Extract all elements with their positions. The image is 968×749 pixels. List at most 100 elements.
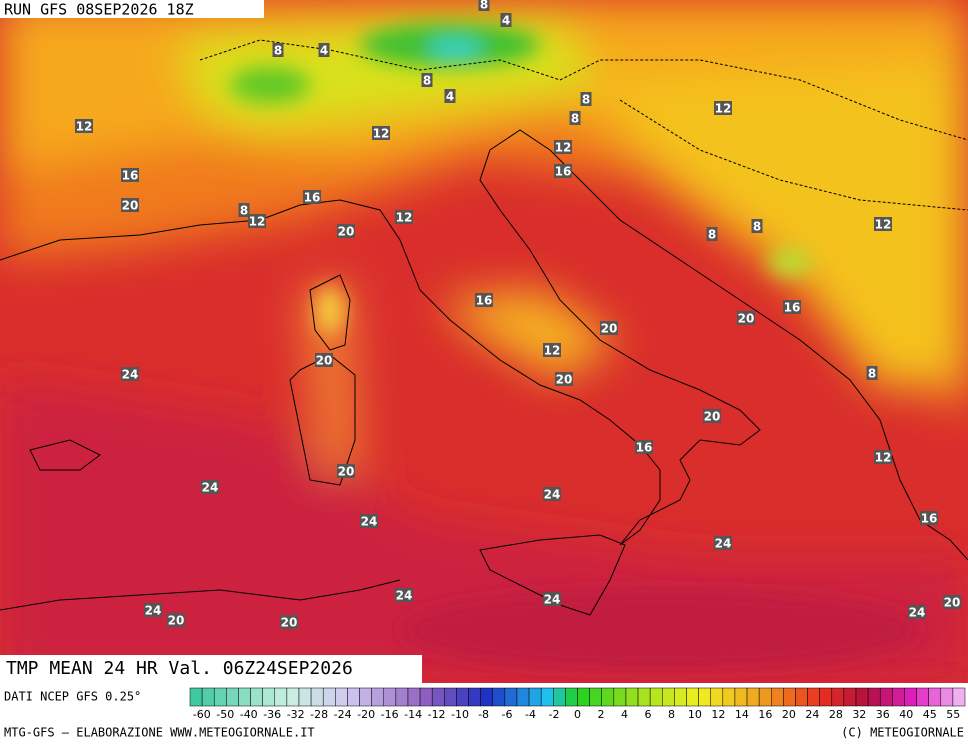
label-box: [908, 605, 926, 619]
colorbar-label: -40: [240, 708, 258, 721]
colorbar-label: 16: [758, 708, 772, 721]
colorbar-swatch: [952, 687, 966, 707]
contour-label: 8: [240, 204, 248, 218]
label-box: [121, 367, 139, 381]
colorbar-label: 4: [621, 708, 628, 721]
contour-label: 20: [556, 373, 573, 387]
contour-label: 8: [274, 44, 282, 58]
colorbar-label: 45: [923, 708, 937, 721]
contour-label: 8: [480, 0, 488, 12]
label-box: [315, 353, 333, 367]
colorbar-label: -14: [404, 708, 422, 721]
colorbar-swatch: [577, 687, 590, 707]
contour-label: 24: [145, 604, 162, 618]
contour-label: 12: [544, 344, 561, 358]
colorbar-swatch: [504, 687, 518, 707]
contour-label: 16: [476, 294, 493, 308]
colorbar-swatch: [226, 687, 239, 707]
label-box: [580, 92, 592, 106]
temperature-field: [0, 0, 968, 683]
label-box: [543, 592, 561, 606]
colorbar-label: 55: [946, 708, 960, 721]
label-box: [337, 464, 355, 478]
contour-label: 24: [909, 606, 926, 620]
colorbar-swatch: [468, 687, 481, 707]
label-box: [554, 140, 572, 154]
label-box: [272, 43, 284, 57]
contour-label: 8: [582, 93, 590, 107]
contour-label: 12: [875, 218, 892, 232]
contour-label: 20: [944, 596, 961, 610]
contour-label: 20: [122, 199, 139, 213]
label-box: [600, 321, 618, 335]
contour-label: 12: [555, 141, 572, 155]
colorbar-swatch: [879, 687, 893, 707]
contour-label: 16: [921, 512, 938, 526]
label-box: [714, 101, 732, 115]
label-box: [318, 43, 330, 57]
label-box: [444, 89, 456, 103]
label-box: [554, 164, 572, 178]
label-box: [121, 198, 139, 212]
colorbar-label: -24: [334, 708, 352, 721]
colorbar-swatch: [540, 687, 554, 707]
colorbar-swatch: [238, 687, 251, 707]
colorbar-swatch: [843, 687, 857, 707]
colorbar-swatch: [867, 687, 881, 707]
contour-label: 16: [636, 441, 653, 455]
colorbar-swatch: [928, 687, 942, 707]
colorbar-swatch: [431, 687, 445, 707]
source: DATI NCEP GFS 0.25°: [4, 690, 141, 704]
contour-label: 24: [715, 537, 732, 551]
contour-label: 12: [715, 102, 732, 116]
label-box: [866, 366, 878, 380]
colorbar-swatch: [855, 687, 869, 707]
colorbar-swatch: [286, 687, 300, 707]
credit: MTG-GFS — ELABORAZIONE WWW.METEOGIORNALE…: [4, 726, 315, 740]
colorbar-label: -10: [451, 708, 469, 721]
colorbar-swatch: [213, 687, 227, 707]
colorbar-swatch: [904, 687, 917, 707]
colorbar-label: 10: [688, 708, 702, 721]
colorbar-swatch: [553, 687, 566, 707]
contour-label: 24: [396, 589, 413, 603]
contour-label: 20: [338, 225, 355, 239]
label-box: [543, 487, 561, 501]
colorbar-label: 14: [735, 708, 749, 721]
colorbar-swatch: [322, 687, 336, 707]
colorbar-label: 40: [899, 708, 913, 721]
colorbar-label: 28: [829, 708, 843, 721]
title-box: [0, 655, 422, 683]
label-box: [248, 214, 266, 228]
colorbar-label: -60: [193, 708, 211, 721]
colorbar-swatch: [298, 687, 312, 707]
contour-label: 8: [868, 367, 876, 381]
colorbar-swatch: [625, 687, 639, 707]
label-box: [395, 210, 413, 224]
label-box: [238, 203, 250, 217]
label-box: [783, 300, 801, 314]
colorbar-label: 24: [805, 708, 819, 721]
colorbar-swatch: [831, 687, 845, 707]
colorbar-swatch: [250, 687, 263, 707]
colorbar-label: -16: [381, 708, 399, 721]
label-box: [121, 168, 139, 182]
colorbar-swatch: [310, 687, 324, 707]
contour-label: 24: [361, 515, 378, 529]
colorbar-swatch: [201, 687, 215, 707]
colorbar-label: -8: [478, 708, 489, 721]
colorbar-label: 6: [644, 708, 651, 721]
colorbar-swatch: [347, 687, 360, 707]
colorbar-swatch: [395, 687, 409, 707]
colorbar-swatch: [710, 687, 724, 707]
colorbar-swatch: [444, 687, 457, 707]
contour-label: 16: [122, 169, 139, 183]
contour-label: 8: [571, 112, 579, 126]
contour-label: 20: [601, 322, 618, 336]
contour-label: 12: [373, 127, 390, 141]
colorbar-label: -20: [357, 708, 375, 721]
contour-label: 12: [249, 215, 266, 229]
colorbar-swatch: [371, 687, 384, 707]
contour-label: 20: [316, 354, 333, 368]
